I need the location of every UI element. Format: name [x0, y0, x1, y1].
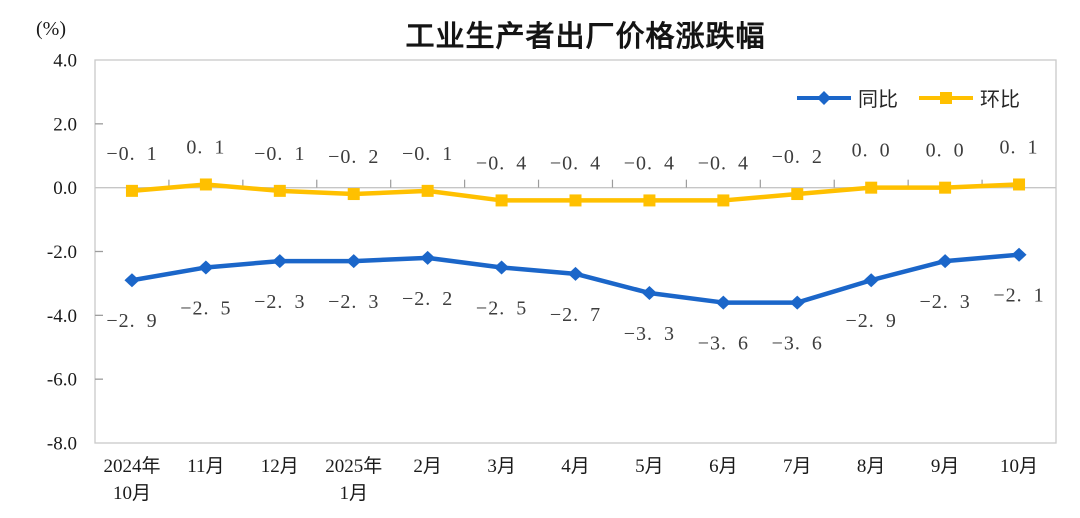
data-label-mom: −0. 4: [550, 152, 601, 174]
legend-item-mom: 环比: [918, 83, 1020, 112]
data-point-marker-yoy: [568, 266, 583, 281]
y-axis-tick-label: 0.0: [53, 178, 77, 199]
data-point-marker-mom: [939, 181, 952, 194]
x-axis-label: 2025年: [325, 455, 382, 477]
data-label-mom: −0. 1: [254, 143, 305, 165]
data-point-marker-mom: [125, 184, 138, 197]
y-axis-tick-label: -4.0: [47, 306, 77, 327]
data-point-marker-yoy: [272, 254, 288, 269]
y-axis-tick-label: -8.0: [47, 434, 77, 455]
data-label-yoy: −3. 6: [772, 333, 823, 355]
data-point-marker-yoy: [346, 254, 362, 269]
x-axis-label: 2月: [413, 456, 442, 477]
x-axis-label: 7月: [783, 456, 812, 477]
y-axis-unit-label: (%): [36, 18, 66, 40]
data-point-marker-yoy: [198, 260, 214, 275]
data-point-marker-mom: [865, 181, 878, 194]
data-label-yoy: −2. 3: [254, 291, 305, 313]
y-axis-tick-label: 2.0: [53, 114, 77, 135]
data-point-marker-yoy: [1011, 247, 1027, 262]
y-axis-tick-label: -6.0: [47, 370, 77, 391]
data-point-marker-mom: [1013, 178, 1026, 191]
data-label-mom: −0. 2: [772, 146, 823, 168]
data-label-mom: −0. 4: [624, 152, 675, 174]
x-axis-label: 8月: [857, 456, 886, 477]
data-label-yoy: −2. 3: [919, 291, 970, 313]
x-axis-label: 11月: [187, 456, 224, 477]
data-label-yoy: −2. 5: [476, 297, 527, 319]
data-label-mom: −0. 4: [698, 152, 749, 174]
data-label-yoy: −2. 7: [550, 304, 601, 326]
mom-line-marker-icon: [919, 91, 973, 104]
legend-item-yoy: 同比: [796, 83, 898, 112]
yoy-legend-diamond: [817, 90, 831, 105]
data-point-marker-yoy: [641, 285, 657, 300]
data-point-marker-yoy: [715, 295, 731, 310]
x-axis-label: 12月: [261, 456, 299, 477]
data-label-mom: −0. 4: [476, 152, 527, 174]
data-point-marker-mom: [421, 184, 434, 197]
data-point-marker-mom: [717, 194, 730, 207]
x-axis-label: 3月: [487, 456, 516, 477]
data-label-yoy: −2. 3: [328, 291, 379, 313]
data-point-marker-mom: [495, 194, 508, 207]
data-point-marker-yoy: [420, 250, 436, 265]
data-label-yoy: −3. 3: [624, 323, 675, 345]
x-axis-label: 4月: [561, 456, 590, 477]
legend-label-mom: 环比: [980, 89, 1020, 111]
x-axis-label: 9月: [931, 456, 960, 477]
x-axis-label: 2024年: [103, 455, 160, 477]
data-label-yoy: −2. 9: [846, 310, 897, 332]
legend-label-yoy: 同比: [858, 89, 898, 111]
data-label-yoy: −2. 9: [106, 310, 157, 332]
data-label-mom: 0. 0: [852, 140, 891, 162]
data-label-mom: −0. 1: [106, 143, 157, 165]
y-axis-tick-label: -2.0: [47, 242, 77, 263]
x-axis-label: 5月: [635, 456, 664, 477]
data-point-marker-mom: [199, 178, 212, 191]
data-point-marker-yoy: [863, 273, 879, 288]
data-point-marker-yoy: [789, 295, 805, 310]
legend: 同比 环比: [796, 83, 1020, 112]
mom-legend-square: [940, 91, 952, 104]
data-label-mom: 0. 0: [926, 140, 965, 162]
data-label-mom: 0. 1: [1000, 136, 1039, 158]
data-label-yoy: −2. 1: [993, 285, 1044, 307]
data-label-yoy: −2. 2: [402, 288, 453, 310]
data-point-marker-mom: [273, 184, 286, 197]
data-label-mom: −0. 2: [328, 146, 379, 168]
yoy-line-marker-icon: [797, 90, 851, 105]
data-point-marker-mom: [791, 188, 804, 201]
data-label-mom: 0. 1: [186, 136, 225, 158]
chart-title: 工业生产者出厂价格涨跌幅: [405, 21, 766, 53]
data-point-marker-mom: [347, 188, 360, 201]
x-axis-label: 10月: [113, 483, 151, 504]
data-point-marker-yoy: [937, 254, 953, 269]
x-axis-label: 10月: [1000, 456, 1038, 477]
data-point-marker-mom: [643, 194, 656, 207]
x-axis-label: 1月: [339, 483, 368, 504]
data-point-marker-mom: [569, 194, 582, 207]
y-axis-tick-label: 4.0: [53, 51, 77, 72]
plot-border: [94, 59, 1057, 444]
data-point-marker-yoy: [494, 260, 510, 275]
x-axis-label: 6月: [709, 456, 738, 477]
data-label-mom: −0. 1: [402, 143, 453, 165]
data-point-marker-yoy: [124, 273, 140, 288]
data-label-yoy: −3. 6: [698, 333, 749, 355]
data-label-yoy: −2. 5: [180, 297, 231, 319]
